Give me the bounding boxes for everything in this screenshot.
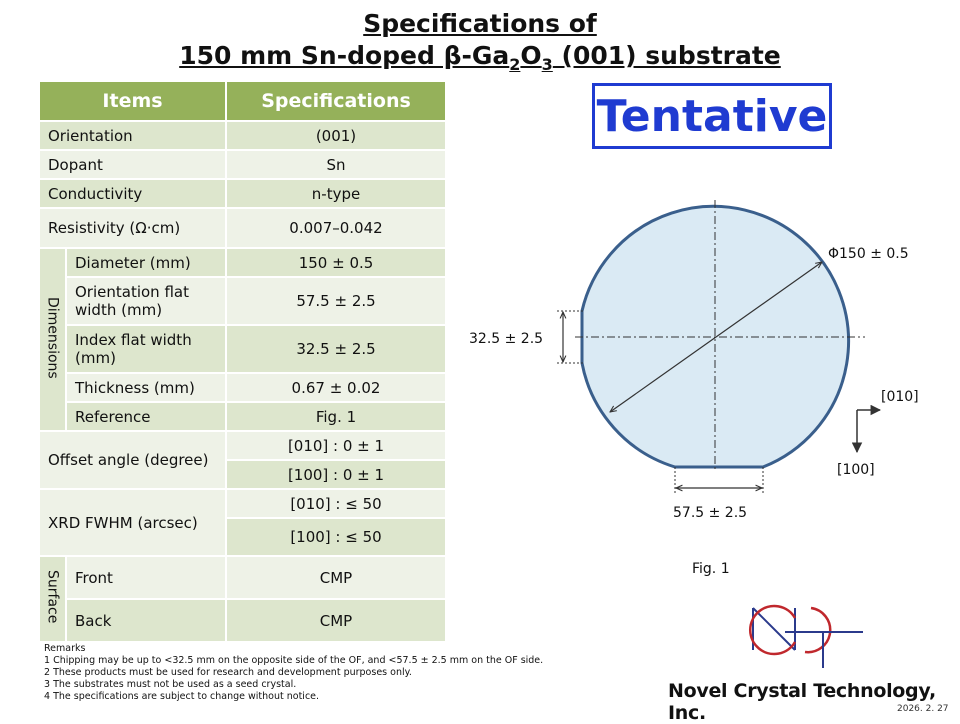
axis-010-label: [010] (881, 389, 919, 405)
index-flat-label: 32.5 ± 2.5 (469, 331, 543, 347)
tentative-badge: Tentative (592, 83, 832, 149)
axis-100-label: [100] (837, 462, 875, 478)
header-items: Items (38, 80, 227, 122)
conductivity-label: Conductivity (38, 178, 227, 209)
remark-1: 1 Chipping may be up to <32.5 mm on the … (44, 655, 544, 666)
document-date: 2026. 2. 27 (897, 704, 949, 714)
front-label: Front (65, 555, 227, 600)
reference-value: Fig. 1 (225, 401, 447, 432)
orientation-value: (001) (225, 120, 447, 151)
title-subscript-2: 2 (509, 55, 521, 74)
header-specifications: Specifications (225, 80, 447, 122)
remarks-title: Remarks (44, 643, 86, 654)
xrd-fwhm-label: XRD FWHM (arcsec) (38, 488, 227, 557)
diameter-value: 150 ± 0.5 (225, 247, 447, 278)
diameter-label: Φ150 ± 0.5 (828, 246, 909, 262)
remark-2: 2 These products must be used for resear… (44, 667, 412, 678)
back-value: CMP (225, 598, 447, 643)
remark-3: 3 The substrates must not be used as a s… (44, 679, 297, 690)
title-part-a: 150 mm Sn-doped β-Ga (179, 41, 510, 70)
offset-angle-label: Offset angle (degree) (38, 430, 227, 490)
orientation-flat-label: 57.5 ± 2.5 (673, 505, 747, 521)
xrd-100-value: [100] : ≤ 50 (225, 517, 447, 557)
company-name: Novel Crystal Technology, Inc. (668, 680, 936, 724)
back-label: Back (65, 598, 227, 643)
title-subscript-3: 3 (541, 55, 553, 74)
front-value: CMP (225, 555, 447, 600)
resistivity-label: Resistivity (Ω·cm) (38, 207, 227, 249)
dopant-label: Dopant (38, 149, 227, 180)
nct-logo-icon (749, 604, 863, 668)
thickness-label: Thickness (mm) (65, 372, 227, 403)
offset-100-value: [100] : 0 ± 1 (225, 459, 447, 490)
offset-010-value: [010] : 0 ± 1 (225, 430, 447, 461)
remark-4: 4 The specifications are subject to chan… (44, 691, 320, 702)
orientation-flat-label: Orientation flat width (mm) (65, 276, 227, 326)
remarks: Remarks 1 Chipping may be up to <32.5 mm… (44, 643, 543, 703)
diameter-label: Diameter (mm) (65, 247, 227, 278)
page-title-line1: Specifications of (363, 9, 597, 38)
dimensions-group-label: Dimensions (38, 247, 67, 432)
xrd-010-value: [010] : ≤ 50 (225, 488, 447, 519)
figure-caption: Fig. 1 (692, 561, 730, 577)
page-title-line2: 150 mm Sn-doped β-Ga2O3 (001) substrate (0, 40, 960, 80)
title-part-o: O (520, 41, 542, 70)
orientation-label: Orientation (38, 120, 227, 151)
resistivity-value: 0.007–0.042 (225, 207, 447, 249)
wafer-figure: Φ150 ± 0.5 32.5 ± 2.5 57.5 ± 2.5 [010] [… (469, 200, 919, 521)
diameter-arrow (610, 262, 822, 412)
dopant-value: Sn (225, 149, 447, 180)
title-part-b: (001) substrate (552, 41, 781, 70)
orientation-flat-value: 57.5 ± 2.5 (225, 276, 447, 326)
index-flat-label: Index flat width (mm) (65, 324, 227, 374)
conductivity-value: n-type (225, 178, 447, 209)
reference-label: Reference (65, 401, 227, 432)
spec-table: Items Specifications Orientation (001) D… (38, 80, 447, 643)
index-flat-value: 32.5 ± 2.5 (225, 324, 447, 374)
thickness-value: 0.67 ± 0.02 (225, 372, 447, 403)
surface-group-label: Surface (38, 555, 67, 643)
